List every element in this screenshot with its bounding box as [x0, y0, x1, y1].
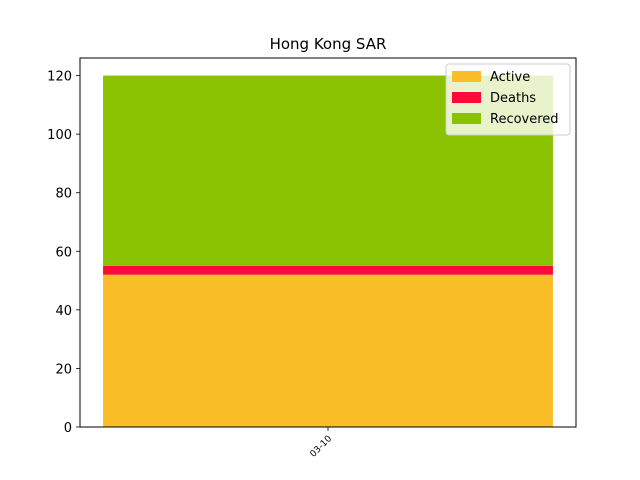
y-tick-label: 20	[55, 362, 72, 377]
legend-swatch-active	[452, 71, 481, 82]
legend-label-deaths: Deaths	[490, 91, 536, 106]
x-tick-label: 03-10	[309, 434, 335, 460]
chart-title: Hong Kong SAR	[270, 35, 387, 53]
y-tick-label: 40	[55, 304, 72, 319]
y-tick-label: 80	[55, 187, 72, 202]
plot-frame	[79, 57, 577, 428]
bar-deaths-03-10	[103, 265, 553, 275]
legend-label-active: Active	[490, 70, 530, 85]
y-tick-label: 120	[47, 70, 72, 85]
y-tick-label: 100	[47, 128, 72, 143]
legend-swatch-deaths	[452, 92, 481, 103]
y-tick-label: 60	[55, 245, 72, 260]
bar-active-03-10	[103, 274, 553, 427]
y-tick-label: 0	[64, 421, 72, 436]
legend-label-recovered: Recovered	[490, 112, 559, 127]
legend: Active Deaths Recovered	[445, 63, 571, 136]
legend-swatch-recovered	[452, 113, 481, 124]
